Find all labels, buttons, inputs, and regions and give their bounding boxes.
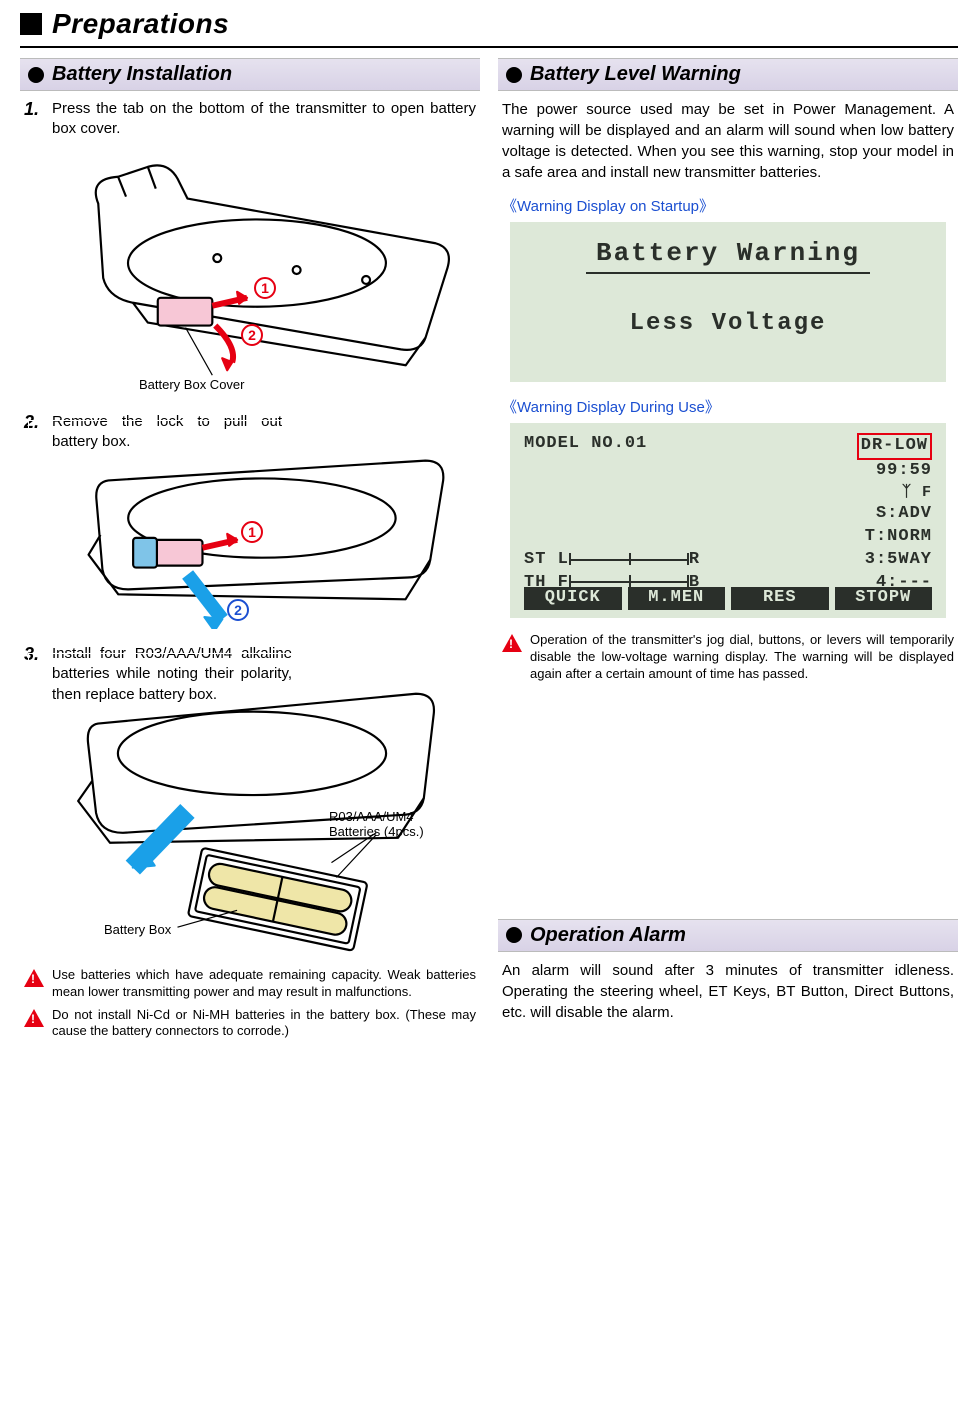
warning-icon (24, 1009, 44, 1027)
lcd-3: 3:5WAY (865, 549, 932, 572)
bullet-icon (28, 67, 44, 83)
section-battery-warning: Battery Level Warning (498, 58, 958, 91)
page-title: Preparations (20, 0, 958, 48)
callout-1-icon: 1 (241, 521, 263, 543)
step-1: 1. Press the tab on the bottom of the tr… (24, 99, 476, 140)
bullet-icon (506, 67, 522, 83)
warning-icon (502, 634, 522, 652)
warning-text: Operation of the transmitter's jog dial,… (530, 632, 954, 683)
warning-jog: Operation of the transmitter's jog dial,… (502, 632, 954, 683)
lcd-st-l: ST L (524, 550, 569, 569)
figure-caption: Battery Box Cover (139, 377, 245, 392)
callout-2-icon: 2 (227, 599, 249, 621)
section-title: Battery Installation (52, 63, 232, 86)
warning-icon (24, 969, 44, 987)
lcd-line-1: Battery Warning (586, 238, 870, 274)
left-column: Battery Installation 1. Press the tab on… (20, 58, 480, 1046)
intro-text: The power source used may be set in Powe… (502, 99, 954, 183)
lcd-antenna-icon: ᛉ ▼ FF (902, 483, 932, 503)
step-text: Press the tab on the bottom of the trans… (52, 99, 476, 140)
figure-step-2: 1 2 (28, 420, 476, 630)
warning-1: Use batteries which have adequate remain… (24, 967, 476, 1001)
bullet-icon (506, 927, 522, 943)
step-number: 1. (24, 99, 52, 140)
callout-1-icon: 1 (254, 277, 276, 299)
section-battery-installation: Battery Installation (20, 58, 480, 91)
title-square-icon (20, 13, 42, 35)
lcd-st-r: R (689, 550, 700, 569)
lcd-s: S:ADV (876, 503, 932, 526)
label-startup: 《Warning Display on Startup》 (502, 195, 954, 216)
softkey-quick: QUICK (524, 587, 622, 610)
label-during-use: 《Warning Display During Use》 (502, 396, 954, 417)
figure-caption-box: Battery Box (104, 922, 171, 937)
figure-step-1: 1 2 Battery Box Cover (28, 148, 476, 398)
softkey-mmen: M.MEN (628, 587, 726, 610)
warning-text: Use batteries which have adequate remain… (52, 967, 476, 1001)
lcd-t: T:NORM (865, 526, 932, 549)
lcd-line-2: Less Voltage (524, 310, 932, 337)
warning-2: Do not install Ni-Cd or Ni-MH batteries … (24, 1007, 476, 1041)
figure-caption-batteries: R03/AAA/UM4 Batteries (4pcs.) (329, 809, 449, 839)
page-title-text: Preparations (52, 8, 229, 40)
figure-step-3: R03/AAA/UM4 Batteries (4pcs.) Battery Bo… (28, 653, 476, 953)
softkey-stopw: STOPW (835, 587, 933, 610)
section-operation-alarm: Operation Alarm (498, 919, 958, 952)
lcd-time: 99:59 (876, 460, 932, 483)
softkey-res: RES (731, 587, 829, 610)
lcd-during-use: MODEL NO.01 DR-LOW 99:59 ᛉ ▼ FF S:ADV T:… (510, 423, 946, 618)
lcd-dr-low: DR-LOW (857, 433, 932, 460)
section-title: Operation Alarm (530, 924, 686, 947)
right-column: Battery Level Warning The power source u… (498, 58, 958, 1046)
section-title: Battery Level Warning (530, 63, 741, 86)
operation-alarm-text: An alarm will sound after 3 minutes of t… (502, 960, 954, 1023)
warning-text: Do not install Ni-Cd or Ni-MH batteries … (52, 1007, 476, 1041)
callout-2-icon: 2 (241, 324, 263, 346)
lcd-model: MODEL NO.01 (524, 433, 647, 460)
lcd-startup-warning: Battery Warning Less Voltage (510, 222, 946, 382)
lcd-softkeys: QUICK M.MEN RES STOPW (524, 587, 932, 610)
